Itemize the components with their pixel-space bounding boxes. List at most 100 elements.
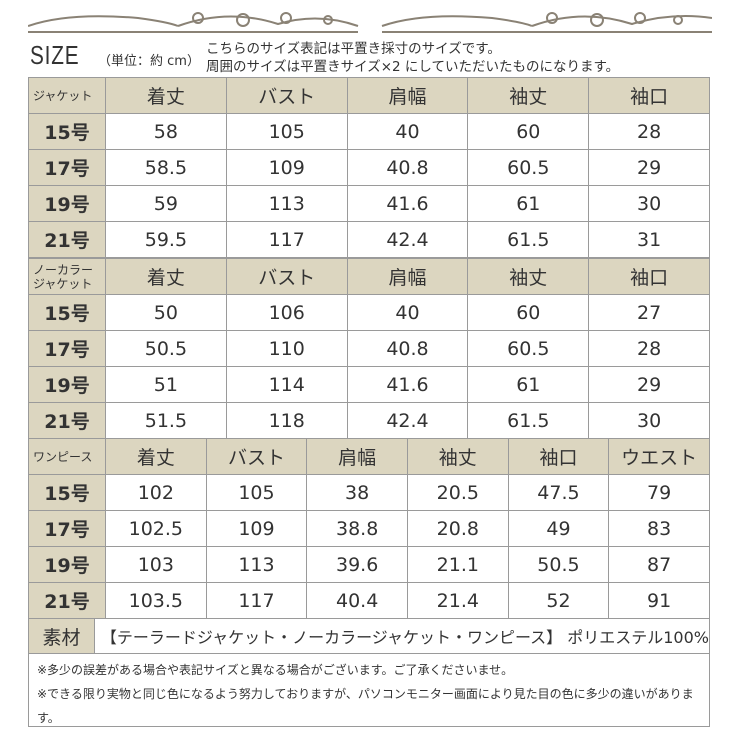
table-row: 15号 50 106 40 60 27	[28, 294, 710, 331]
column-header: 袖丈	[467, 258, 590, 295]
table-cell: 40.8	[346, 330, 469, 367]
column-header: 着丈	[105, 438, 207, 475]
table-cell: 114	[225, 366, 348, 403]
table-cell: 102.5	[105, 510, 207, 547]
table-cell: 42.4	[346, 402, 469, 439]
onepiece-size-table: ワンピース 着丈 バスト 肩幅 袖丈 袖口 ウエスト 15号 102 105 38 20.5 47.5 7…	[28, 438, 710, 619]
table-cell: 58	[105, 113, 227, 150]
category-label: ワンピース	[28, 438, 106, 475]
table-cell: 38	[306, 474, 408, 511]
column-header: 肩幅	[346, 258, 469, 295]
table-row: 15号 58 105 40 60 28	[28, 113, 710, 150]
table-row: 17号 58.5 109 40.8 60.5 29	[28, 149, 710, 186]
table-cell: 105	[205, 474, 308, 511]
table-cell: 87	[608, 546, 710, 583]
table-cell: 40	[346, 294, 469, 331]
column-header: ウエスト	[608, 438, 710, 475]
table-cell: 117	[205, 582, 308, 619]
table-cell: 106	[225, 294, 348, 331]
column-header: 袖口	[588, 258, 710, 295]
table-cell: 102	[105, 474, 207, 511]
size-label: 17号	[28, 510, 106, 547]
size-label: 21号	[28, 221, 106, 258]
table-cell: 30	[588, 402, 710, 439]
column-header: 着丈	[105, 258, 227, 295]
table-cell: 40.8	[346, 149, 469, 186]
size-label: 19号	[28, 546, 106, 583]
column-header: 袖丈	[406, 438, 509, 475]
table-cell: 38.8	[306, 510, 408, 547]
table-cell: 27	[588, 294, 710, 331]
table-cell: 31	[588, 221, 710, 258]
column-header: 着丈	[105, 77, 227, 114]
note-item: ※できる限り実物と同じ色になるよう努力しておりますが、パソコンモニター画面により…	[37, 687, 694, 725]
table-cell: 105	[225, 113, 348, 150]
note-item: ※多少の誤差がある場合や表記サイズと異なる場合がございます。ご了承くださいませ。	[37, 663, 514, 677]
table-cell: 51.5	[105, 402, 227, 439]
material-row: 素材 【テーラードジャケット・ノーカラージャケット・ワンピース】 ポリエステル1…	[28, 618, 710, 654]
table-row: 21号 59.5 117 42.4 61.5 31	[28, 221, 710, 258]
column-header: バスト	[225, 77, 348, 114]
table-row: 19号 51 114 41.6 61 29	[28, 366, 710, 403]
size-title: SIZE	[30, 40, 80, 70]
table-row: 21号 51.5 118 42.4 61.5 30	[28, 402, 710, 439]
table-cell: 60	[467, 294, 590, 331]
table-cell: 109	[225, 149, 348, 186]
table-cell: 59.5	[105, 221, 227, 258]
table-cell: 41.6	[346, 185, 469, 222]
table-cell: 28	[588, 113, 710, 150]
table-cell: 49	[507, 510, 610, 547]
table-row: 19号 103 113 39.6 21.1 50.5 87	[28, 546, 710, 583]
table-cell: 29	[588, 149, 710, 186]
table-cell: 117	[225, 221, 348, 258]
table-cell: 61	[467, 366, 590, 403]
table-cell: 51	[105, 366, 227, 403]
table-cell: 50	[105, 294, 227, 331]
table-cell: 110	[225, 330, 348, 367]
table-cell: 59	[105, 185, 227, 222]
header-row: ワンピース 着丈 バスト 肩幅 袖丈 袖口 ウエスト	[28, 438, 710, 475]
category-label: ジャケット	[28, 77, 106, 114]
table-cell: 118	[225, 402, 348, 439]
table-cell: 20.8	[406, 510, 509, 547]
size-label: 15号	[28, 113, 106, 150]
column-header: バスト	[225, 258, 348, 295]
column-header: 袖丈	[467, 77, 590, 114]
table-row: 21号 103.5 117 40.4 21.4 52 91	[28, 582, 710, 619]
nocollar-jacket-size-table: ノーカラー ジャケット 着丈 バスト 肩幅 袖丈 袖口 15号 50 106 40 60 27 17号 5…	[28, 258, 710, 439]
notes-box: ※多少の誤差がある場合や表記サイズと異なる場合がございます。ご了承くださいませ。…	[28, 654, 710, 727]
size-label: 21号	[28, 582, 106, 619]
table-cell: 52	[507, 582, 610, 619]
table-cell: 50.5	[507, 546, 610, 583]
table-cell: 50.5	[105, 330, 227, 367]
table-cell: 91	[608, 582, 710, 619]
table-cell: 61.5	[467, 402, 590, 439]
table-cell: 109	[205, 510, 308, 547]
measurement-note: こちらのサイズ表記は平置き採寸のサイズです。	[206, 41, 501, 57]
table-row: 17号 50.5 110 40.8 60.5 28	[28, 330, 710, 367]
table-cell: 41.6	[346, 366, 469, 403]
table-cell: 20.5	[406, 474, 509, 511]
size-label: 19号	[28, 185, 106, 222]
material-value: 【テーラードジャケット・ノーカラージャケット・ワンピース】 ポリエステル100%	[100, 628, 709, 647]
size-label: 21号	[28, 402, 106, 439]
table-row: 17号 102.5 109 38.8 20.8 49 83	[28, 510, 710, 547]
header-row: ジャケット 着丈 バスト 肩幅 袖丈 袖口	[28, 77, 710, 114]
table-cell: 40	[346, 113, 469, 150]
table-cell: 103.5	[105, 582, 207, 619]
table-cell: 40.4	[306, 582, 408, 619]
size-label: 17号	[28, 149, 106, 186]
table-cell: 113	[205, 546, 308, 583]
table-cell: 83	[608, 510, 710, 547]
table-cell: 39.6	[306, 546, 408, 583]
table-cell: 47.5	[507, 474, 610, 511]
column-header: 肩幅	[306, 438, 408, 475]
header-row: ノーカラー ジャケット 着丈 バスト 肩幅 袖丈 袖口	[28, 258, 710, 295]
table-cell: 30	[588, 185, 710, 222]
table-cell: 21.4	[406, 582, 509, 619]
table-cell: 60.5	[467, 149, 590, 186]
table-cell: 60	[467, 113, 590, 150]
table-row: 19号 59 113 41.6 61 30	[28, 185, 710, 222]
table-cell: 28	[588, 330, 710, 367]
jacket-size-table: ジャケット 着丈 バスト 肩幅 袖丈 袖口 15号 58 105 40 60 28 17号 58.5 109…	[28, 77, 710, 258]
